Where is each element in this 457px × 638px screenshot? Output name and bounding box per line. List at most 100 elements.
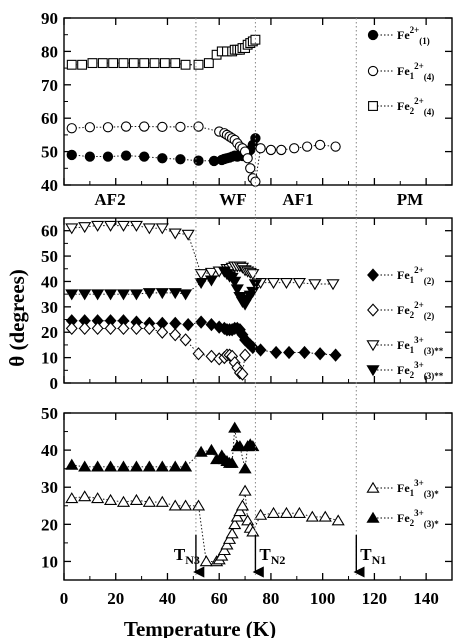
legend-label: Fe23+(3)* [397, 508, 439, 529]
data-point [217, 544, 231, 556]
data-point [91, 460, 105, 472]
panel-frame [63, 412, 453, 581]
data-point [169, 328, 182, 342]
region-label-af1: AF1 [282, 190, 313, 209]
data-point [78, 222, 92, 234]
legend-marker [366, 511, 380, 523]
data-point [228, 276, 242, 288]
data-point [181, 229, 195, 241]
data-point [228, 421, 242, 433]
panels [63, 17, 453, 581]
data-point [116, 495, 131, 507]
transition-label: TN2 [259, 545, 285, 567]
region-label-af2: AF2 [94, 190, 125, 209]
data-point [103, 460, 118, 472]
y-tick-label: 50 [41, 404, 58, 423]
data-point [155, 288, 169, 300]
legend-marker [367, 268, 379, 282]
y-tick-label: 10 [41, 349, 58, 368]
legend-entry: Fe22+(2) [367, 300, 434, 321]
data-point [116, 220, 131, 232]
data-point [168, 288, 182, 300]
x-tick-label: 140 [413, 589, 439, 608]
x-axis-title: Temperature (K) [124, 617, 276, 638]
data-point [142, 288, 156, 300]
data-point [301, 141, 313, 152]
x-tick-label: 100 [310, 589, 336, 608]
data-point [120, 121, 132, 132]
series-middle-1 [65, 321, 252, 381]
data-point [329, 348, 342, 362]
legend-label: Fe12+(2) [397, 265, 434, 286]
data-point [204, 275, 219, 287]
data-point [149, 58, 160, 69]
legend-entry: Fe12+(4) [367, 61, 434, 82]
data-point [139, 151, 150, 162]
data-point [254, 343, 267, 357]
data-point [103, 220, 118, 232]
data-point [129, 493, 143, 505]
data-point [139, 58, 150, 69]
data-point [239, 348, 252, 362]
data-point [194, 277, 208, 290]
data-point [199, 555, 213, 567]
data-point [330, 141, 341, 152]
y-tick-label: 30 [41, 478, 58, 497]
legend-marker [368, 101, 378, 111]
legend-label: Fe23+(3)** [397, 360, 444, 381]
data-point [238, 484, 252, 496]
data-point [193, 121, 204, 132]
data-point [235, 499, 250, 511]
data-point [129, 460, 143, 472]
legend-label: Fe13+(3)** [397, 335, 444, 356]
data-point [78, 460, 92, 472]
y-tick-label: 50 [41, 143, 58, 162]
x-tick-label: 80 [262, 589, 279, 608]
data-point [246, 440, 260, 452]
legend-entry: Fe22+(4) [368, 96, 434, 117]
data-point [84, 122, 96, 133]
data-point [142, 223, 156, 235]
x-tick-label: 20 [107, 589, 124, 608]
series-bottom-0 [65, 484, 345, 567]
data-point [77, 59, 88, 70]
data-point [168, 228, 182, 240]
legends: Fe2+(1) Fe12+(4) Fe22+(4) Fe12+(2) Fe22+(2) F… [366, 25, 444, 529]
x-tick-label: 0 [60, 589, 69, 608]
panel-middle [63, 217, 453, 384]
data-point [66, 149, 77, 161]
data-point [168, 460, 182, 472]
y-tick-label: 60 [41, 109, 58, 128]
transition-n2: TN2 [252, 18, 285, 578]
region-labels: AF2 WF AF1 PM [94, 190, 423, 209]
y-tick-label: 80 [41, 42, 58, 61]
data-point [193, 59, 204, 70]
data-point [120, 150, 132, 161]
y-axis-title: θ (degrees) [5, 269, 29, 366]
data-point [175, 154, 186, 165]
data-point [155, 460, 169, 472]
panel-top [63, 17, 453, 187]
data-point [65, 492, 79, 504]
x-tick-label: 60 [211, 589, 228, 608]
data-point [159, 58, 170, 69]
data-point [91, 220, 105, 232]
transition-n1: TN1 [353, 18, 386, 578]
data-point [233, 440, 247, 452]
legend-marker [367, 303, 379, 317]
legend-entry: Fe2+(1) [367, 25, 430, 46]
region-label-wf: WF [219, 190, 246, 209]
data-point [117, 321, 130, 336]
data-point [78, 321, 91, 336]
data-point [270, 345, 283, 360]
data-point [308, 279, 322, 291]
data-point [102, 122, 114, 133]
data-point [215, 549, 229, 561]
data-point [204, 443, 219, 455]
series-bottom-1 [65, 421, 260, 474]
legend-label: Fe22+(2) [397, 300, 434, 321]
series-line [71, 138, 256, 162]
data-point [205, 349, 218, 363]
y-tick-label: 30 [41, 298, 58, 317]
